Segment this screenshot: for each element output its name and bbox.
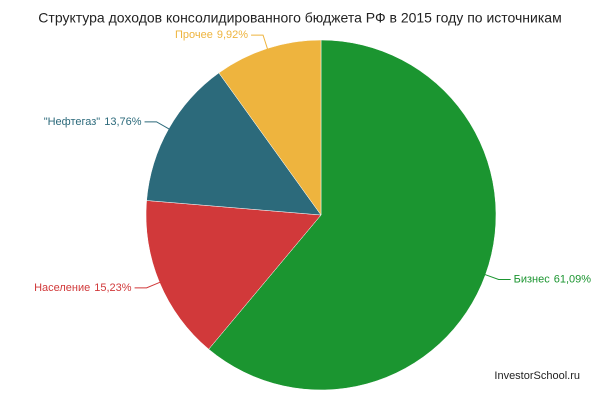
slice-value: 15,23% bbox=[94, 282, 132, 294]
slice-label: Прочее 9,92% bbox=[175, 29, 248, 41]
leader-line bbox=[144, 121, 171, 131]
leader-line bbox=[251, 34, 269, 51]
slice-name: Население bbox=[34, 282, 90, 294]
slice-label: Бизнес 61,09% bbox=[514, 273, 592, 285]
slice-value: 61,09% bbox=[554, 273, 592, 285]
watermark: InvestorSchool.ru bbox=[494, 370, 580, 382]
leader-line bbox=[134, 281, 162, 289]
slice-value: 13,76% bbox=[104, 116, 142, 128]
slice-label: Население 15,23% bbox=[34, 282, 132, 294]
slice-label: "Нефтегаз" 13,76% bbox=[44, 116, 142, 128]
slice-value: 9,92% bbox=[217, 29, 248, 41]
slice-name: Бизнес bbox=[514, 273, 551, 285]
chart-title: Структура доходов консолидированного бюд… bbox=[38, 10, 561, 26]
slice-name: Прочее bbox=[175, 29, 213, 41]
leader-line bbox=[483, 273, 511, 281]
slice-name: "Нефтегаз" bbox=[44, 116, 101, 128]
